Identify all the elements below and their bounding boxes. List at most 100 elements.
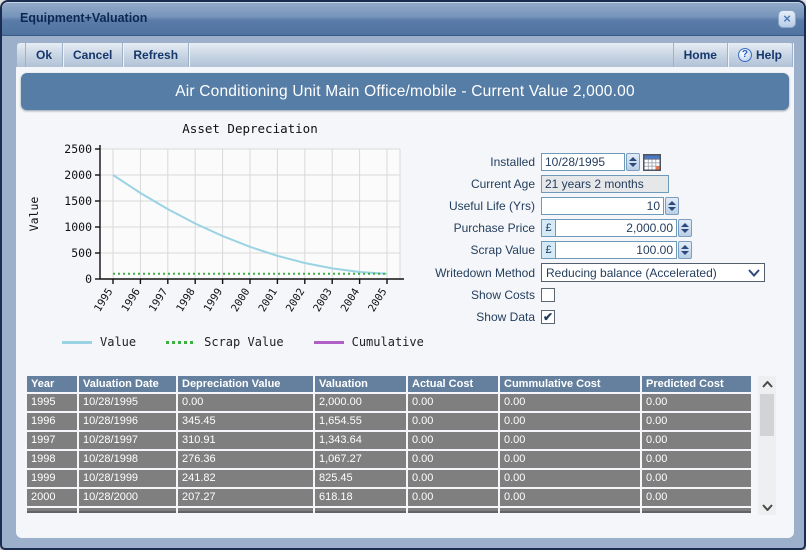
table-cell[interactable]: 1,343.64 (315, 432, 406, 449)
useful-life-label: Useful Life (Yrs) (448, 199, 535, 213)
table-header-cell[interactable]: Actual Cost (408, 376, 498, 392)
table-header-cell[interactable]: Cummulative Cost (500, 376, 640, 392)
scroll-down-icon[interactable] (758, 499, 776, 515)
legend-item: Scrap Value (166, 335, 284, 349)
ok-button[interactable]: Ok (25, 43, 64, 67)
table-cell[interactable]: 0.00 (408, 489, 498, 506)
installed-field[interactable]: 10/28/1995 (541, 153, 625, 171)
table-cell[interactable]: 0.00 (408, 394, 498, 411)
table-cell[interactable]: 618.18 (315, 489, 406, 506)
table-header-cell[interactable]: Predicted Cost (642, 376, 751, 392)
table-cell[interactable]: 0.00 (408, 413, 498, 430)
table-header-cell[interactable]: Valuation Date (79, 376, 176, 392)
table-cell[interactable]: 10/28/1998 (79, 451, 176, 468)
table-cell[interactable]: 0.00 (500, 451, 640, 468)
svg-text:1996: 1996 (119, 286, 143, 314)
calendar-icon[interactable] (643, 153, 661, 171)
table-cell[interactable]: 0.00 (500, 413, 640, 430)
series-value (112, 174, 388, 275)
svg-text:2000: 2000 (64, 168, 92, 182)
table-cell[interactable]: 0.00 (408, 451, 498, 468)
table-cell[interactable]: 10/28/1997 (79, 432, 176, 449)
writedown-method-label: Writedown Method (435, 265, 535, 280)
table-cell[interactable]: 2000 (27, 489, 77, 506)
table-cell[interactable]: 1996 (27, 413, 77, 430)
close-icon[interactable]: × (778, 10, 796, 28)
table-cell[interactable]: 10/28/1996 (79, 413, 176, 430)
table-cell[interactable]: 0.00 (642, 413, 751, 430)
table-cell[interactable]: 1997 (27, 432, 77, 449)
valuation-table: Year Valuation Date Depreciation Value Valu… (27, 376, 751, 513)
scrap-value-row: Scrap Value £ 100.00 (408, 241, 786, 259)
svg-text:1998: 1998 (174, 286, 198, 314)
installed-spinner[interactable] (626, 153, 640, 171)
table-header-cell[interactable]: Year (27, 376, 77, 392)
table-scrollbar[interactable] (758, 376, 776, 515)
scrollbar-thumb[interactable] (760, 394, 774, 436)
table-cell[interactable]: 0.00 (642, 451, 751, 468)
table-cell[interactable]: 276.36 (178, 451, 313, 468)
table-partial-row (315, 508, 406, 513)
table-cell[interactable]: 0.00 (408, 432, 498, 449)
table-cell[interactable]: 10/28/1995 (79, 394, 176, 411)
table-partial-row (642, 508, 751, 513)
help-button[interactable]: ? Help (728, 43, 793, 67)
legend-item: Value (62, 335, 136, 349)
table-cell[interactable]: 0.00 (642, 489, 751, 506)
table-cell[interactable]: 2,000.00 (315, 394, 406, 411)
scrap-value-spinner[interactable] (678, 241, 692, 259)
table-cell[interactable]: 825.45 (315, 470, 406, 487)
installed-row: Installed 10/28/1995 (408, 153, 786, 171)
table-cell[interactable]: 0.00 (642, 470, 751, 487)
useful-life-field[interactable]: 10 (541, 197, 664, 215)
useful-life-spinner[interactable] (665, 197, 679, 215)
scrap-value-field[interactable]: 100.00 (555, 241, 677, 259)
scroll-up-icon[interactable] (758, 376, 776, 392)
show-costs-checkbox[interactable]: ✔ (541, 288, 555, 302)
table-cell[interactable]: 310.91 (178, 432, 313, 449)
help-icon: ? (737, 48, 752, 62)
toolbar-spacer (189, 43, 673, 67)
svg-text:0: 0 (85, 272, 92, 286)
table-cell[interactable]: 10/28/2000 (79, 489, 176, 506)
table-cell[interactable]: 0.00 (642, 394, 751, 411)
table-cell[interactable]: 1,067.27 (315, 451, 406, 468)
refresh-button[interactable]: Refresh (123, 43, 190, 67)
table-cell[interactable]: 0.00 (500, 470, 640, 487)
table-partial-row (79, 508, 176, 513)
table-cell[interactable]: 0.00 (500, 489, 640, 506)
table-partial-row (27, 508, 77, 513)
table-cell[interactable]: 1,654.55 (315, 413, 406, 430)
table-cell[interactable]: 345.45 (178, 413, 313, 430)
cancel-button[interactable]: Cancel (63, 43, 124, 67)
table-cell[interactable]: 0.00 (500, 394, 640, 411)
svg-text:1999: 1999 (202, 286, 226, 314)
table-cell[interactable]: 1999 (27, 470, 77, 487)
table-cell[interactable]: 207.27 (178, 489, 313, 506)
table-cell[interactable]: 241.82 (178, 470, 313, 487)
table-cell[interactable]: 10/28/1999 (79, 470, 176, 487)
table-header-cell[interactable]: Depreciation Value (178, 376, 313, 392)
table-partial-row (178, 508, 313, 513)
table-cell[interactable]: 0.00 (408, 470, 498, 487)
help-button-label: Help (755, 48, 782, 62)
table-header-cell[interactable]: Valuation (315, 376, 406, 392)
purchase-price-field[interactable]: 2,000.00 (555, 219, 677, 237)
titlebar: Equipment+Valuation × (2, 2, 804, 36)
purchase-price-spinner[interactable] (678, 219, 692, 237)
table-cell[interactable]: 0.00 (642, 432, 751, 449)
table-cell[interactable]: 0.00 (178, 394, 313, 411)
home-button-label: Home (683, 48, 717, 62)
writedown-method-select[interactable]: Reducing balance (Accelerated) (541, 263, 765, 282)
chevron-down-icon (748, 268, 760, 277)
show-data-checkbox[interactable]: ✔ (541, 310, 555, 324)
spinner-up-icon (629, 157, 637, 161)
home-button[interactable]: Home (672, 43, 728, 67)
spinner-down-icon (668, 207, 676, 211)
table-cell[interactable]: 0.00 (500, 432, 640, 449)
table-cell[interactable]: 1998 (27, 451, 77, 468)
table-cell[interactable]: 1995 (27, 394, 77, 411)
useful-life-row: Useful Life (Yrs) 10 (408, 197, 786, 215)
svg-text:Asset Depreciation: Asset Depreciation (182, 121, 317, 136)
table-partial-row (500, 508, 640, 513)
